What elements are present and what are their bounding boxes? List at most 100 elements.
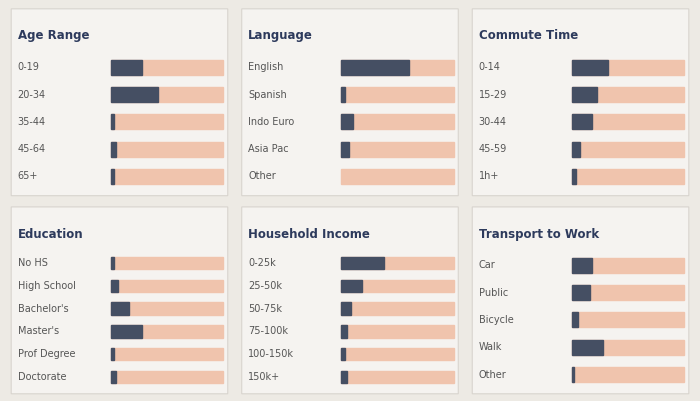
Bar <box>342 279 362 292</box>
Text: 15-29: 15-29 <box>479 89 507 99</box>
Text: Asia Pac: Asia Pac <box>248 144 289 154</box>
Text: Other: Other <box>248 172 276 181</box>
Text: Commute Time: Commute Time <box>479 29 578 43</box>
Bar <box>572 312 685 328</box>
Bar <box>111 302 223 315</box>
Bar <box>111 60 223 75</box>
Text: 35-44: 35-44 <box>18 117 46 127</box>
Bar <box>342 114 353 130</box>
Text: English: English <box>248 62 284 72</box>
Text: High School: High School <box>18 281 76 291</box>
FancyBboxPatch shape <box>241 9 458 196</box>
Bar <box>572 114 685 130</box>
Text: 75-100k: 75-100k <box>248 326 288 336</box>
Text: 0-14: 0-14 <box>479 62 500 72</box>
Bar <box>111 87 158 102</box>
Text: No HS: No HS <box>18 258 48 268</box>
FancyBboxPatch shape <box>11 9 228 196</box>
Bar <box>342 114 454 130</box>
Text: 65+: 65+ <box>18 172 38 181</box>
FancyBboxPatch shape <box>473 207 689 394</box>
Text: Spanish: Spanish <box>248 89 287 99</box>
Bar <box>342 257 454 269</box>
Bar <box>572 340 685 355</box>
Bar <box>342 325 347 338</box>
Bar <box>572 87 596 102</box>
Bar <box>572 340 603 355</box>
Bar <box>111 257 223 269</box>
Bar <box>111 348 114 360</box>
Bar <box>111 169 223 184</box>
Bar <box>111 371 116 383</box>
Bar <box>111 302 129 315</box>
Bar <box>111 325 142 338</box>
Bar <box>111 169 114 184</box>
Bar <box>111 371 223 383</box>
Bar <box>572 258 592 273</box>
Bar <box>572 87 685 102</box>
Text: Education: Education <box>18 227 83 241</box>
Bar <box>111 142 116 157</box>
Bar <box>342 348 344 360</box>
Bar <box>342 325 454 338</box>
Bar <box>342 142 454 157</box>
Bar <box>342 87 344 102</box>
Text: Age Range: Age Range <box>18 29 89 43</box>
Bar <box>342 302 454 315</box>
Text: 25-50k: 25-50k <box>248 281 282 291</box>
Bar <box>111 325 223 338</box>
Bar <box>572 312 578 328</box>
Bar <box>111 257 114 269</box>
Bar <box>342 169 454 184</box>
Bar <box>572 114 592 130</box>
Bar <box>342 87 454 102</box>
FancyBboxPatch shape <box>473 9 689 196</box>
Text: Other: Other <box>479 370 507 379</box>
Bar <box>572 285 590 300</box>
Bar <box>111 279 223 292</box>
Bar <box>342 371 454 383</box>
FancyBboxPatch shape <box>241 207 458 394</box>
Text: Prof Degree: Prof Degree <box>18 349 75 359</box>
Bar <box>111 348 223 360</box>
Bar <box>572 367 574 382</box>
Bar <box>572 60 608 75</box>
Text: Car: Car <box>479 260 496 270</box>
Text: Doctorate: Doctorate <box>18 372 66 382</box>
Text: Walk: Walk <box>479 342 502 352</box>
Text: 30-44: 30-44 <box>479 117 507 127</box>
Text: Public: Public <box>479 288 508 298</box>
Bar <box>342 60 454 75</box>
Bar <box>111 114 114 130</box>
Bar <box>342 371 347 383</box>
Bar <box>572 142 685 157</box>
Text: 20-34: 20-34 <box>18 89 46 99</box>
Bar <box>572 367 685 382</box>
Text: Household Income: Household Income <box>248 227 370 241</box>
Bar <box>572 169 576 184</box>
Bar <box>342 60 409 75</box>
Text: 45-64: 45-64 <box>18 144 46 154</box>
Text: 0-25k: 0-25k <box>248 258 276 268</box>
Text: 1h+: 1h+ <box>479 172 499 181</box>
Text: 0-19: 0-19 <box>18 62 40 72</box>
Bar <box>111 142 223 157</box>
Text: Bachelor's: Bachelor's <box>18 304 69 314</box>
Text: Master's: Master's <box>18 326 59 336</box>
Bar <box>342 302 351 315</box>
Bar <box>342 348 454 360</box>
Text: Transport to Work: Transport to Work <box>479 227 599 241</box>
Text: 150k+: 150k+ <box>248 372 281 382</box>
Bar <box>111 114 223 130</box>
Bar <box>572 285 685 300</box>
Text: Bicycle: Bicycle <box>479 315 514 325</box>
Text: Indo Euro: Indo Euro <box>248 117 295 127</box>
Bar <box>342 279 454 292</box>
Bar <box>342 257 384 269</box>
FancyBboxPatch shape <box>11 207 228 394</box>
Bar <box>342 142 349 157</box>
Bar <box>572 142 580 157</box>
Bar <box>572 169 685 184</box>
Bar <box>572 258 685 273</box>
Bar <box>111 279 118 292</box>
